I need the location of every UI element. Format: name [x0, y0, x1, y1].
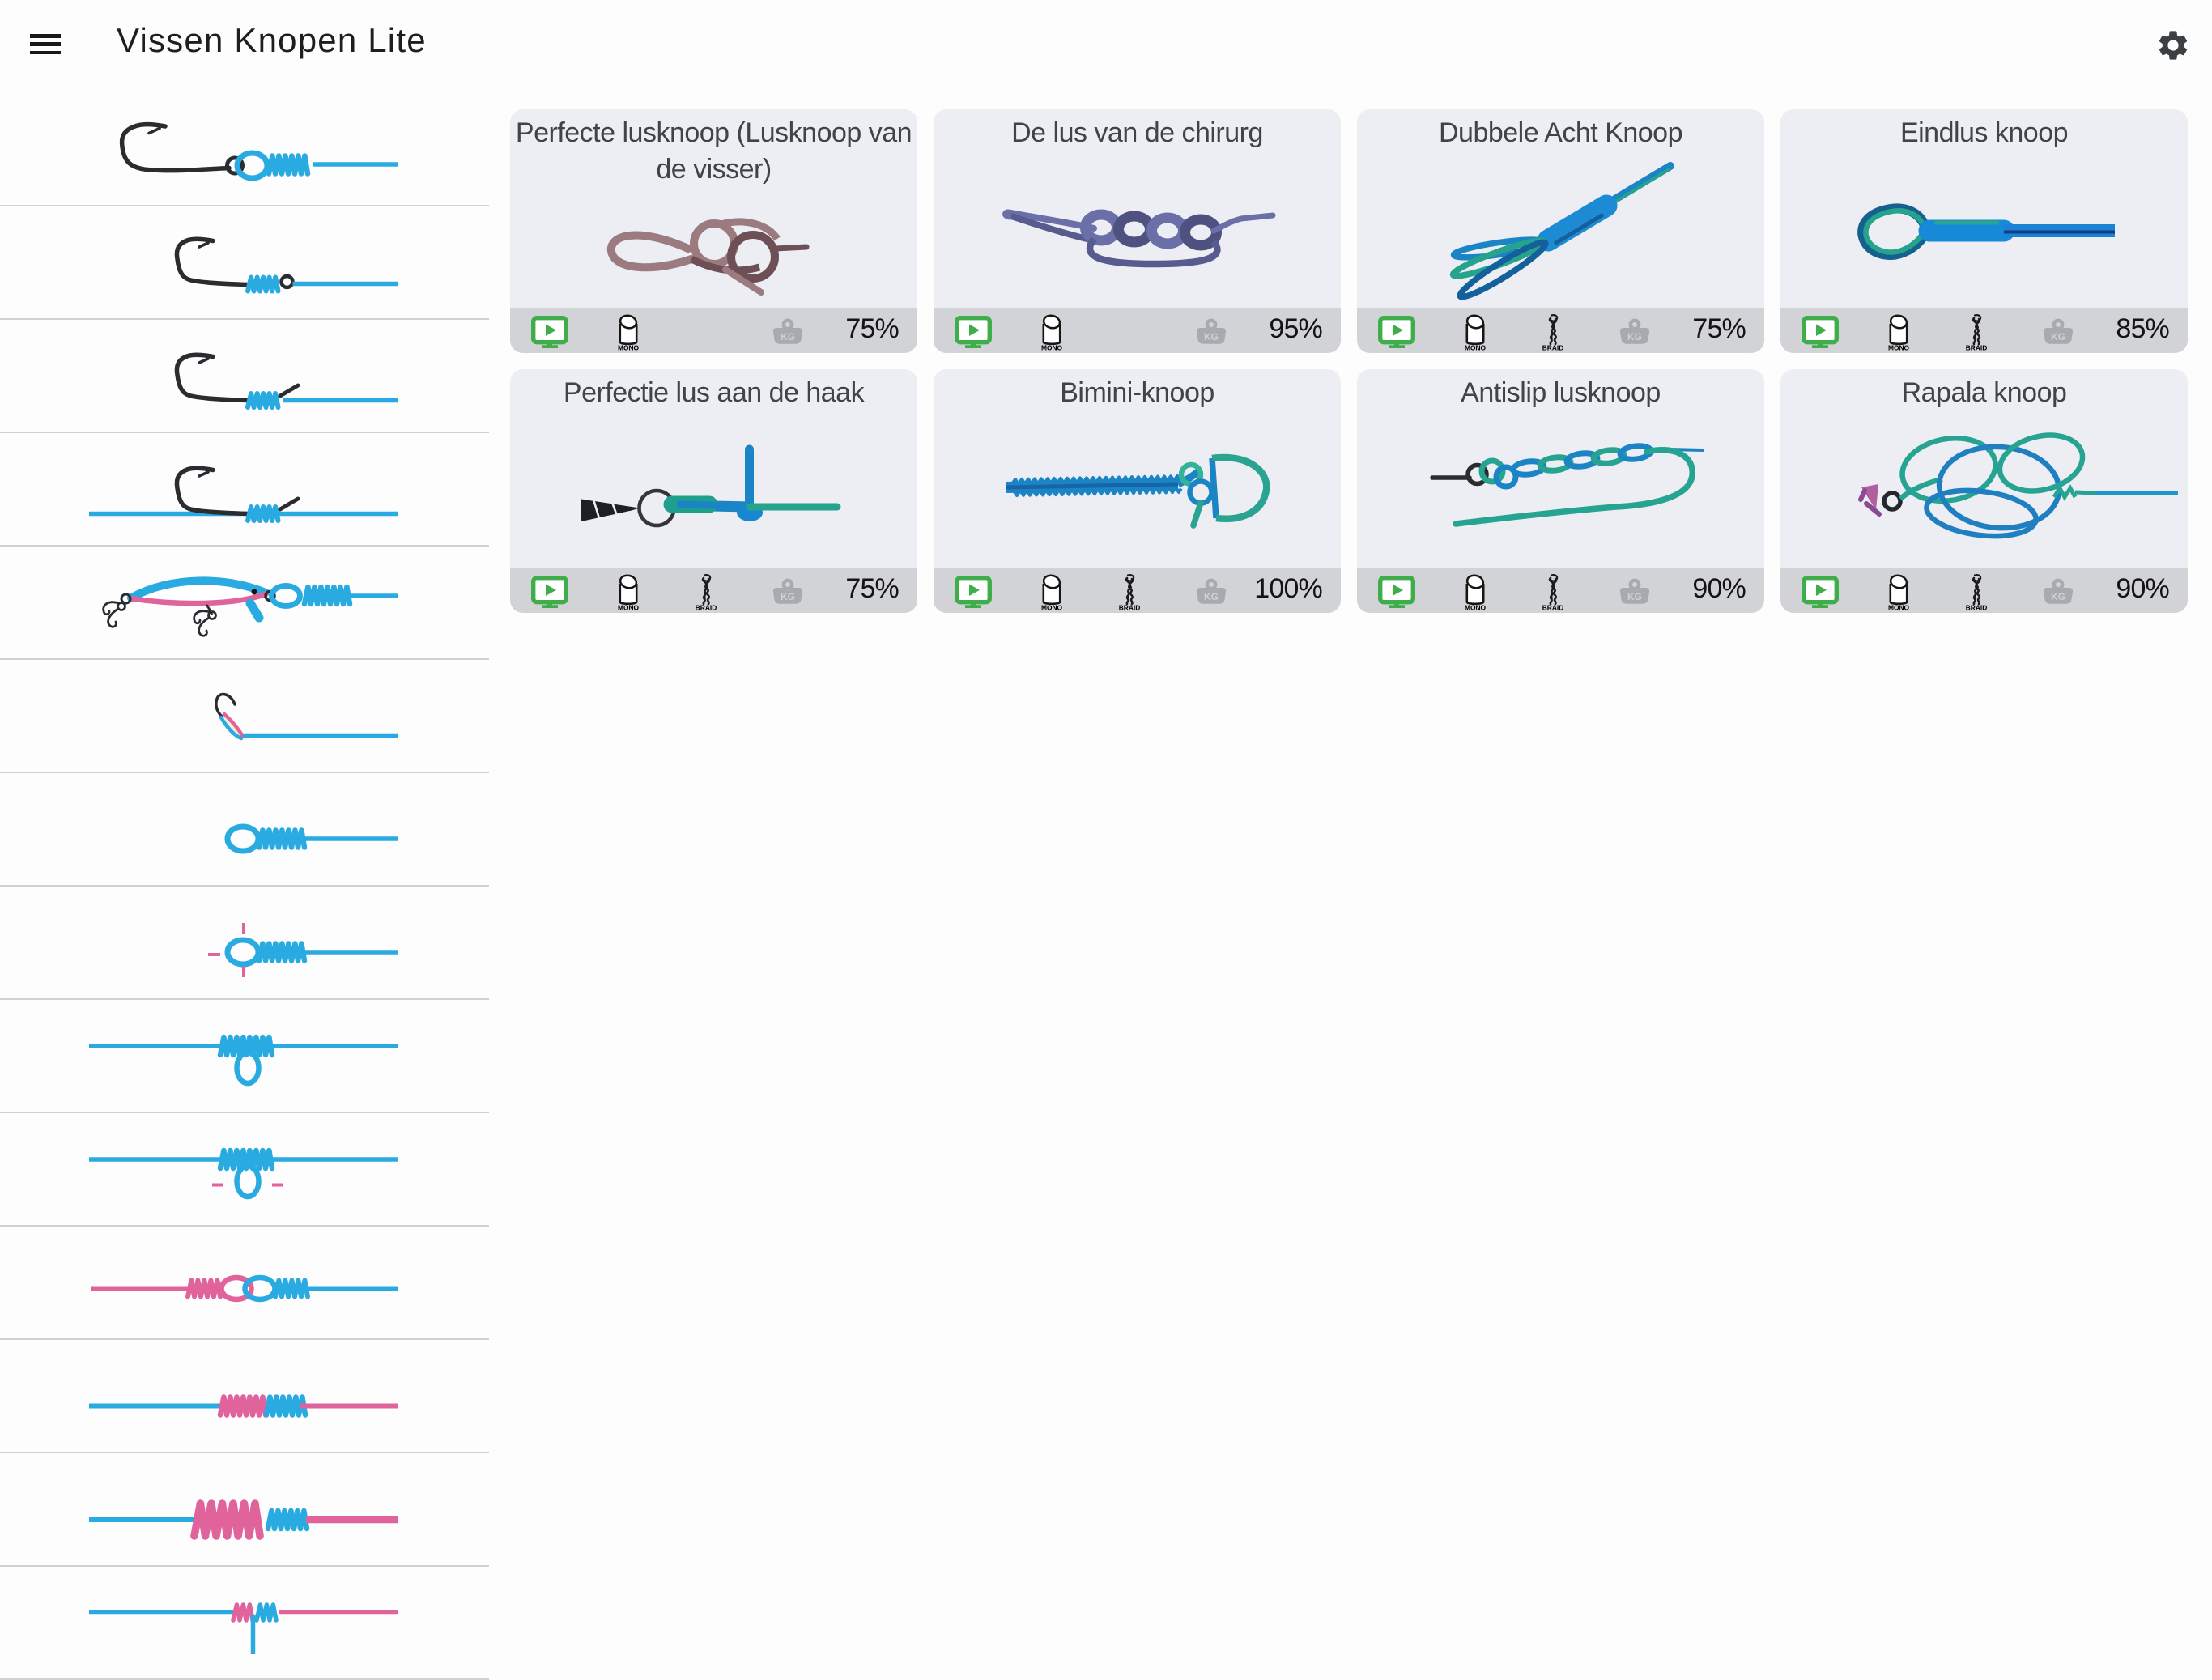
svg-text:MONO: MONO	[1888, 603, 1909, 610]
svg-text:KG: KG	[1627, 591, 1642, 602]
svg-text:BRAID: BRAID	[1966, 603, 1987, 610]
svg-text:MONO: MONO	[618, 603, 639, 610]
svg-text:KG: KG	[1204, 591, 1219, 602]
svg-text:MONO: MONO	[1041, 343, 1062, 351]
svg-text:MONO: MONO	[1465, 343, 1486, 351]
svg-text:BRAID: BRAID	[1966, 343, 1987, 351]
svg-text:KG: KG	[1204, 331, 1219, 342]
svg-text:BRAID: BRAID	[1119, 603, 1140, 610]
svg-text:MONO: MONO	[1041, 603, 1062, 610]
svg-text:KG: KG	[781, 331, 795, 342]
svg-text:BRAID: BRAID	[1542, 343, 1563, 351]
svg-text:KG: KG	[2051, 331, 2065, 342]
svg-text:MONO: MONO	[1465, 603, 1486, 610]
svg-text:KG: KG	[2051, 591, 2065, 602]
svg-text:KG: KG	[1627, 331, 1642, 342]
svg-text:BRAID: BRAID	[1542, 603, 1563, 610]
svg-text:KG: KG	[781, 591, 795, 602]
svg-text:MONO: MONO	[1888, 343, 1909, 351]
svg-text:MONO: MONO	[618, 343, 639, 351]
svg-text:BRAID: BRAID	[696, 603, 717, 610]
